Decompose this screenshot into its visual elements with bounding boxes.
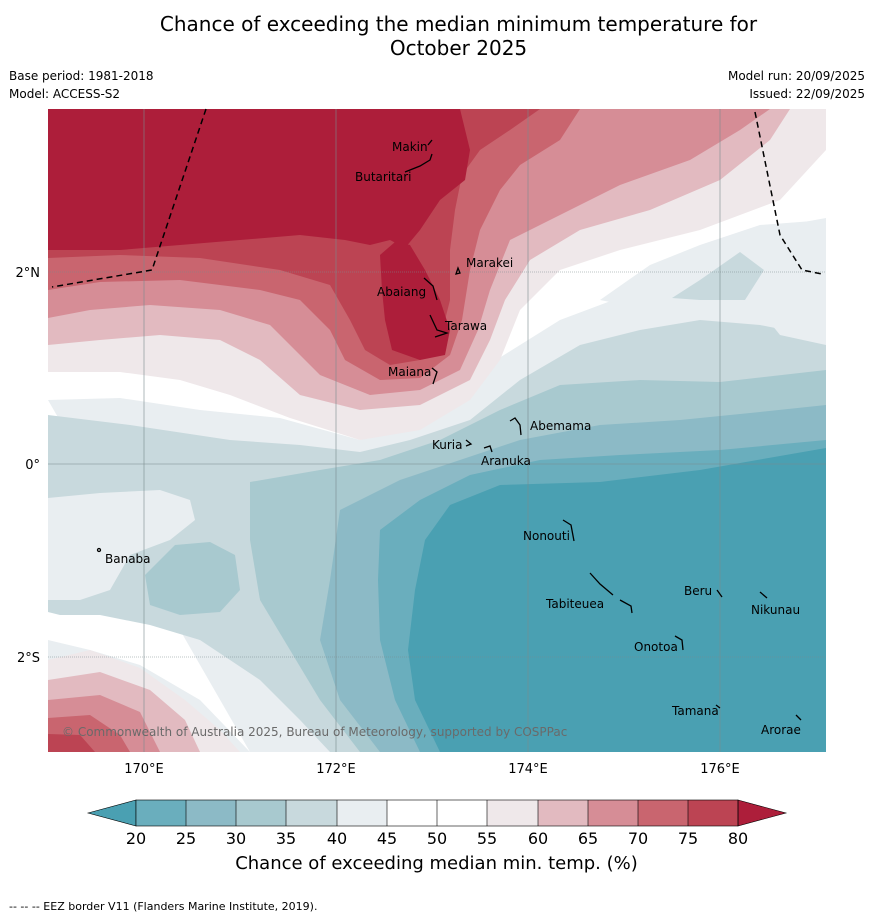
tick-40: 40 [327,829,347,848]
probability-field [48,109,826,752]
island-tabiteuea [589,572,633,614]
colorbar-60-65 [538,800,588,826]
axis-labels: 2°N 0° 2°S 170°E 172°E 174°E 176°E [16,266,740,777]
tick-50: 50 [427,829,447,848]
meta-right: Model run: 20/09/2025 Issued: 22/09/2025 [728,69,865,105]
label-onotoa: Onotoa [634,640,678,654]
tick-70: 70 [628,829,648,848]
island-aranuka [483,445,493,453]
colorbar-min-arrow [86,799,137,827]
tick-30: 30 [226,829,246,848]
island-butaritari [404,153,433,173]
colorbar-30-35 [236,800,286,826]
label-tamana: Tamana [671,704,719,718]
label-beru: Beru [684,584,712,598]
islands [96,139,802,721]
tick-20: 20 [126,829,146,848]
band-35-40-ne [672,252,764,300]
tick-35: 35 [276,829,296,848]
meta-left: Base period: 1981-2018 Model: ACCESS-S2 [9,69,154,105]
island-onotoa [674,635,684,651]
colorbar-dividers [185,800,689,826]
lon-label-176: 176°E [700,762,740,777]
colorbar-max-arrow [737,799,788,827]
colorbar-70-75 [638,800,688,826]
tick-60: 60 [528,829,548,848]
model-run: Model run: 20/09/2025 [727,69,865,83]
band-40-45-west [48,490,195,600]
label-arorae: Arorae [761,723,801,737]
label-nikunau: Nikunau [751,603,800,617]
label-tarawa: Tarawa [444,319,487,333]
label-tabiteuea: Tabiteuea [545,597,604,611]
gridlines [48,109,826,752]
title-line-2: October 2025 [389,36,528,60]
colorbar-20-25 [136,800,186,826]
map-title: Chance of exceeding the median minimum t… [0,12,873,60]
lon-label-172: 172°E [316,762,356,777]
colorbar-35-40 [286,800,337,826]
band-above-80-south [380,242,450,360]
label-marakei: Marakei [466,256,513,270]
colorbar-25-30 [186,800,236,826]
eez-border [51,108,823,288]
colorbar-ticks: 20 25 30 35 40 45 50 55 60 65 70 75 80 [126,829,748,848]
tick-55: 55 [477,829,497,848]
island-nikunau [759,591,768,599]
copyright-notice: © Commonwealth of Australia 2025, Bureau… [62,725,567,739]
tick-65: 65 [578,829,598,848]
tick-75: 75 [678,829,698,848]
lat-label-2n: 2°N [16,266,41,281]
island-nonouti [562,519,575,542]
colorbar-label: Chance of exceeding median min. temp. (%… [235,853,638,874]
band-30-35-west [145,542,240,615]
island-abaiang [423,277,438,301]
colorbar-65-70 [588,800,638,826]
band-above-80 [48,109,470,250]
island-tamana [715,704,721,709]
lon-label-170: 170°E [124,762,164,777]
issued-date: Issued: 22/09/2025 [749,87,865,101]
label-abaiang: Abaiang [377,285,426,299]
title-line-1: Chance of exceeding the median minimum t… [159,12,758,36]
colorbar: 20 25 30 35 40 45 50 55 60 65 70 75 80 [86,799,788,848]
label-kuria: Kuria [432,438,463,452]
tick-45: 45 [377,829,397,848]
model-name: Model: ACCESS-S2 [9,87,121,101]
band-75-80-sw [48,734,95,752]
band-below-20 [408,448,826,752]
tick-25: 25 [176,829,196,848]
island-marakei [455,266,461,275]
base-period: Base period: 1981-2018 [9,69,154,83]
colorbar-75-80 [688,800,738,826]
place-labels: Makin Butaritari Marakei Abaiang Tarawa … [105,140,801,737]
label-abemama: Abemama [530,419,591,433]
island-abemama [509,417,522,436]
colorbar-50-55 [437,800,487,826]
eez-footnote: -- -- -- EEZ border V11 (Flanders Marine… [9,900,318,913]
colorbar-55-60 [487,800,538,826]
colorbar-40-45 [337,800,387,826]
label-makin: Makin [392,140,428,154]
island-beru [716,589,723,598]
island-kuria [465,439,473,447]
island-tarawa [429,314,450,338]
island-banaba [96,547,102,553]
tick-80: 80 [728,829,748,848]
colorbar-45-50 [387,800,437,826]
island-maiana [431,367,438,385]
island-arorae [795,714,802,721]
lat-label-2s: 2°S [17,651,40,666]
label-maiana: Maiana [388,365,431,379]
eez-east [754,111,823,275]
island-makin [427,139,433,146]
label-butaritari: Butaritari [355,170,412,184]
lat-label-0: 0° [25,458,40,473]
label-aranuka: Aranuka [481,454,531,468]
label-nonouti: Nonouti [523,529,570,543]
label-banaba: Banaba [105,552,151,566]
lon-label-174: 174°E [508,762,548,777]
